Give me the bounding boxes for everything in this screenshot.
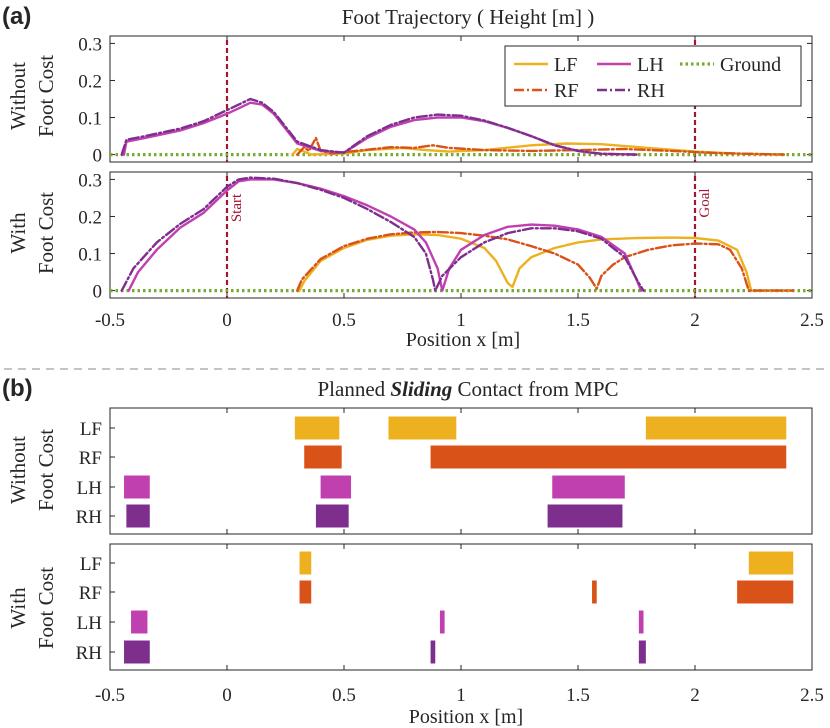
- y-tick-label: 0.3: [78, 170, 102, 191]
- x-tick-label: 2: [690, 685, 700, 706]
- category-label-rh: RH: [76, 507, 103, 528]
- series-line-lf: [291, 142, 786, 156]
- title-b-em: Sliding: [390, 377, 452, 401]
- y-tick-label: 0: [93, 282, 103, 303]
- x-tick-label: 2: [690, 310, 700, 331]
- contact-bar-rf: [304, 445, 342, 469]
- row-label-with-b-2: Foot Cost: [34, 567, 58, 649]
- category-label-lf: LF: [80, 419, 102, 440]
- legend: LF RF LH RH Ground: [504, 45, 802, 107]
- legend-label-rh: RH: [637, 80, 665, 102]
- row-label-without-a-2: Foot Cost: [34, 55, 58, 137]
- contact-bar-rf: [430, 445, 787, 469]
- panel-a-label: (a): [2, 3, 31, 30]
- goal-label: Goal: [697, 188, 713, 217]
- category-label-rf: RF: [79, 448, 102, 469]
- contact-bar-lh: [552, 475, 625, 499]
- row-label-without-a-1: Without: [6, 62, 30, 130]
- category-label-lh: LH: [77, 478, 103, 499]
- row-label-without-b-2: Foot Cost: [34, 429, 58, 511]
- contact-bar-lh: [320, 475, 352, 499]
- y-tick-label: 0.1: [78, 109, 102, 130]
- title-b-post: Contact from MPC: [452, 377, 618, 401]
- x-tick-label: 1.5: [566, 310, 590, 331]
- row-label-without-b-1: Without: [6, 436, 30, 504]
- series-line-lh: [127, 178, 643, 292]
- x-tick-label: 2.5: [800, 310, 824, 331]
- contact-bar-lf: [645, 416, 787, 440]
- contact-plot-with: -0.5 0 0.5 1 1.5 2 2.5 LF RF LH RH: [76, 543, 824, 706]
- legend-label-lf: LF: [554, 54, 577, 76]
- contact-plot-without: LF RF LH RH: [76, 407, 813, 535]
- y-tick-label: 0: [93, 146, 103, 167]
- contact-bar-rh: [315, 504, 349, 528]
- category-label-rh: RH: [76, 643, 103, 664]
- contact-bar-rh: [547, 504, 623, 528]
- row-label-with-b-1: With: [6, 587, 30, 629]
- contact-bar-rh: [126, 504, 150, 528]
- axes-frame: [109, 543, 813, 671]
- series-line-rh: [120, 97, 638, 156]
- series-line-rf: [296, 230, 795, 292]
- category-label-lh: LH: [77, 613, 103, 634]
- x-tick-label: 1.5: [566, 685, 590, 706]
- y-tick-label: 0.2: [78, 71, 102, 92]
- category-label-lf: LF: [80, 554, 102, 575]
- y-tick-label: 0.2: [78, 207, 102, 228]
- trajectory-plot-with: 0 0.1 0.2 0.3 -0.5 0 0.5 1 1.5 2 2.5 Start Goal: [78, 170, 824, 331]
- contact-bar-rf: [592, 580, 597, 604]
- contact-bar-rf: [299, 580, 312, 604]
- x-tick-label: 0.5: [332, 310, 356, 331]
- title-b-pre: Planned: [317, 377, 390, 401]
- legend-box: [504, 45, 802, 107]
- start-label: Start: [229, 193, 245, 222]
- xlabel-b: Position x [m]: [409, 706, 523, 728]
- contact-bar-rh: [124, 640, 150, 664]
- contact-bar-lf: [294, 416, 340, 440]
- x-tick-label: 0.5: [332, 685, 356, 706]
- legend-label-rf: RF: [554, 80, 578, 102]
- row-label-with-a-1: With: [6, 212, 30, 254]
- legend-label-lh: LH: [637, 54, 664, 76]
- contact-bar-lh: [131, 610, 148, 634]
- category-label-rf: RF: [79, 583, 102, 604]
- xlabel-a: Position x [m]: [406, 329, 520, 351]
- x-tick-label: 1: [456, 685, 466, 706]
- x-tick-label: 0: [222, 685, 232, 706]
- series-line-rh: [120, 176, 645, 292]
- x-tick-label: -0.5: [95, 685, 125, 706]
- row-label-with-a-2: Foot Cost: [34, 192, 58, 274]
- x-tick-label: 0: [222, 310, 232, 331]
- contact-bar-lh: [439, 610, 445, 634]
- title-b: Planned Sliding Contact from MPC: [317, 377, 618, 401]
- contact-bar-rh: [430, 640, 436, 664]
- series-line-lf: [298, 233, 795, 292]
- contact-bar-rf: [737, 580, 794, 604]
- x-tick-label: 1: [456, 310, 466, 331]
- x-tick-label: -0.5: [95, 310, 125, 331]
- contact-bar-lh: [638, 610, 644, 634]
- series-line-rf: [296, 136, 786, 156]
- y-tick-label: 0.3: [78, 34, 102, 55]
- contact-bar-lf: [299, 551, 312, 575]
- contact-bar-rh: [638, 640, 646, 664]
- contact-bar-lf: [388, 416, 457, 440]
- contact-bar-lh: [124, 475, 150, 499]
- x-tick-label: 2.5: [800, 685, 824, 706]
- y-tick-label: 0.1: [78, 245, 102, 266]
- contact-bar-lf: [748, 551, 794, 575]
- panel-b-label: (b): [2, 375, 33, 402]
- legend-label-ground: Ground: [720, 54, 781, 76]
- title-a: Foot Trajectory ( Height [m] ): [342, 5, 595, 29]
